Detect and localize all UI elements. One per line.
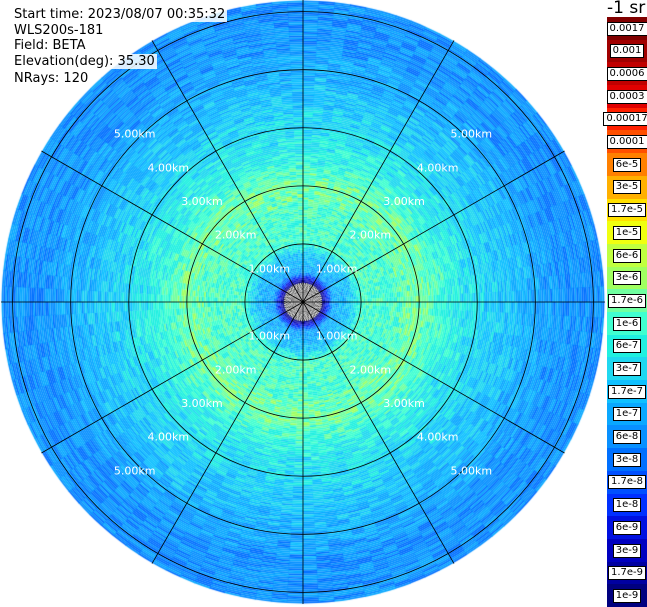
range-ring-label: 2.00km — [215, 363, 257, 376]
colorbar-tick-label: 3e-7 — [612, 361, 642, 376]
colorbar-cell: 0.001 — [607, 39, 647, 63]
colorbar-cell: 1e-5 — [607, 221, 647, 245]
colorbar-tick-label: 1e-7 — [612, 407, 642, 422]
colorbar-cell: 1e-9 — [607, 584, 647, 607]
range-azimuth-overlay: 1.00km 1.00km 1.00km 1.00km 2.00km 2.00km 2.00… — [1, 0, 605, 604]
azimuth-line — [151, 301, 304, 564]
field-label: Field: BETA — [12, 38, 88, 53]
colorbar-cell: 6e-6 — [607, 243, 647, 268]
colorbar-cell: 3e-8 — [607, 448, 647, 472]
colorbar-tick-label: 0.00017 — [603, 112, 647, 127]
colorbar-tick-label: 3e-8 — [612, 452, 642, 467]
range-ring-label: 1.00km — [249, 262, 291, 275]
colorbar-cell: 6e-8 — [607, 425, 647, 449]
range-ring-label: 5.00km — [114, 128, 156, 141]
colorbar-cell: 1e-8 — [607, 493, 647, 517]
colorbar-cell: 0.0006 — [606, 62, 647, 86]
colorbar-cell: 3e-7 — [607, 357, 647, 381]
colorbar-tick-label: 1.7e-9 — [607, 566, 647, 581]
range-ring-label: 2.00km — [350, 363, 392, 376]
azimuth-line — [302, 150, 565, 303]
colorbar-tick-label: 3e-9 — [612, 543, 642, 558]
colorbar-units: -1 sr — [607, 0, 646, 18]
elevation-label: Elevation(deg): 35.30 — [12, 54, 157, 69]
azimuth-line — [302, 301, 455, 564]
colorbar-tick-label: 1.7e-8 — [607, 475, 647, 490]
range-ring-label: 4.00km — [417, 431, 459, 444]
colorbar-cell: 1.7e-8 — [607, 470, 647, 495]
range-ring-label: 2.00km — [215, 229, 257, 242]
range-ring-label: 4.00km — [417, 161, 459, 174]
colorbar-cell: 0.0001 — [606, 130, 647, 154]
range-ring-label: 5.00km — [451, 128, 493, 141]
azimuth-line — [302, 301, 565, 454]
range-ring-label: 4.00km — [148, 431, 190, 444]
colorbar-tick-label: 3e-6 — [612, 271, 642, 286]
colorbar-cell: 3e-6 — [607, 266, 647, 290]
range-ring-label: 5.00km — [114, 464, 156, 477]
device-label: WLS200s-181 — [12, 23, 106, 38]
colorbar-tick-label: 1.7e-7 — [607, 384, 647, 399]
colorbar-cell: 1.7e-7 — [607, 380, 647, 404]
colorbar-tick-label: 1.7e-5 — [607, 203, 647, 218]
colorbar-tick-label: 1e-6 — [612, 316, 642, 331]
colorbar-tick-label: 1e-9 — [612, 588, 642, 603]
colorbar-tick-label: 0.0001 — [606, 135, 647, 150]
azimuth-line — [41, 150, 304, 303]
colorbar-tick-label: 0.0006 — [606, 66, 647, 81]
range-ring-label: 4.00km — [148, 161, 190, 174]
azimuth-line — [151, 40, 304, 303]
colorbar-cell: 3e-5 — [607, 175, 647, 200]
colorbar-tick-label: 3e-5 — [612, 180, 642, 195]
colorbar-cell: 0.0017 — [606, 17, 647, 41]
range-ring-label: 3.00km — [181, 195, 223, 208]
colorbar-tick-label: 1e-8 — [612, 498, 642, 513]
colorbar-tick-label: 6e-6 — [612, 248, 642, 263]
start-time-label: Start time: 2023/08/07 00:35:32 — [12, 7, 228, 22]
colorbar-cell: 1e-7 — [607, 402, 647, 426]
range-ring-label: 1.00km — [249, 330, 291, 343]
colorbar-cell: 1.7e-9 — [607, 561, 647, 585]
colorbar-cell: 6e-7 — [607, 334, 647, 358]
colorbar-cell: 6e-5 — [607, 153, 647, 177]
range-ring-label: 3.00km — [383, 195, 425, 208]
colorbar-cell: 3e-9 — [607, 538, 647, 563]
colorbar-tick-label: 6e-9 — [612, 520, 642, 535]
colorbar-cell: 1e-6 — [607, 312, 647, 336]
colorbar-tick-label: 0.001 — [609, 44, 645, 59]
azimuth-line — [41, 301, 304, 454]
colorbar-tick-label: 6e-5 — [612, 157, 642, 172]
colorbar-tick-label: 1.7e-6 — [607, 293, 647, 308]
range-ring-label: 2.00km — [350, 229, 392, 242]
range-ring-label: 1.00km — [316, 262, 358, 275]
range-ring-label: 5.00km — [451, 464, 493, 477]
nrays-label: NRays: 120 — [12, 71, 91, 86]
colorbar-cell: 1.7e-5 — [607, 198, 647, 222]
colorbar-cell: 6e-9 — [607, 516, 647, 540]
colorbar-cell: 0.00017 — [603, 107, 647, 131]
azimuth-line — [302, 40, 455, 303]
range-ring-label: 3.00km — [181, 397, 223, 410]
colorbar-tick-label: 0.0017 — [606, 21, 647, 36]
colorbar-cell: 0.0003 — [606, 85, 647, 109]
colorbar-tick-label: 6e-7 — [612, 339, 642, 354]
range-ring-label: 3.00km — [383, 397, 425, 410]
colorbar-tick-label: 1e-5 — [612, 225, 642, 240]
colorbar-tick-label: 0.0003 — [606, 89, 647, 104]
colorbar-tick-label: 6e-8 — [612, 430, 642, 445]
colorbar-cell: 1.7e-6 — [607, 289, 647, 313]
range-ring-label: 1.00km — [316, 330, 358, 343]
